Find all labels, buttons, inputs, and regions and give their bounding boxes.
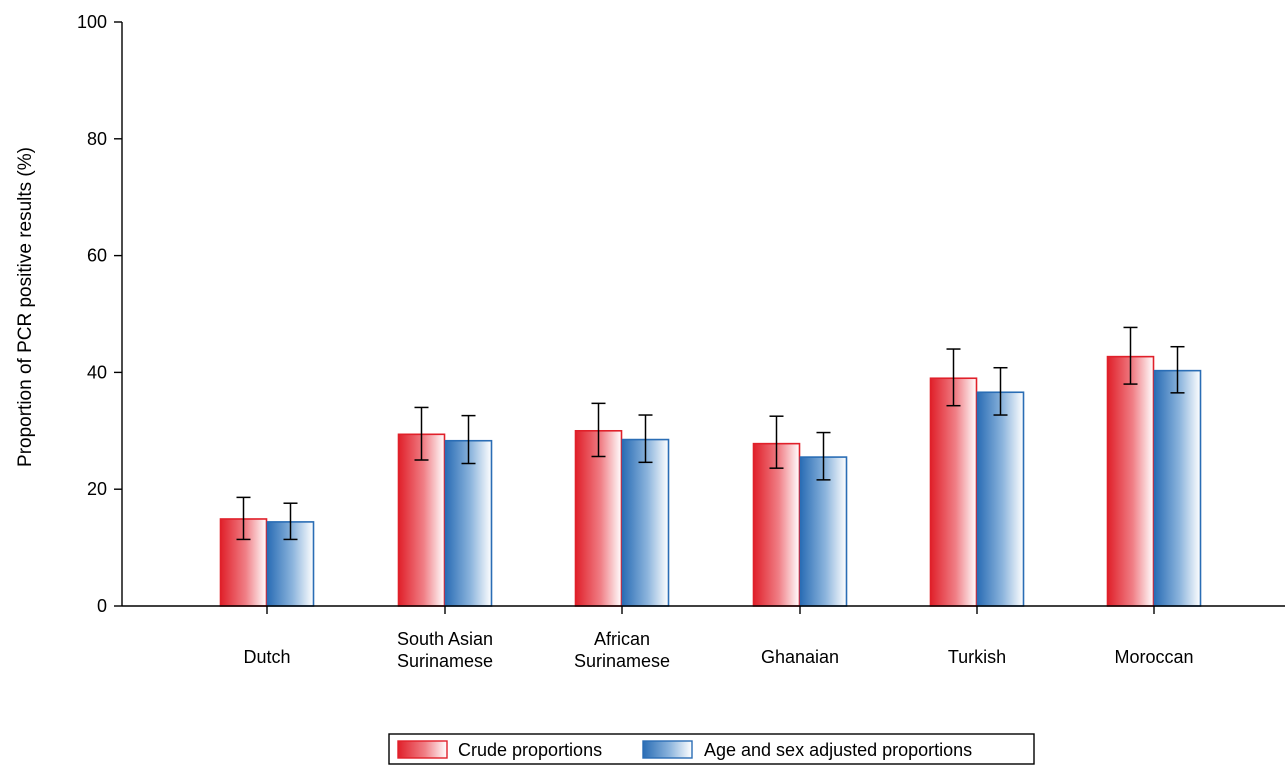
y-tick-label: 20 bbox=[87, 479, 107, 499]
error-bar bbox=[591, 402, 606, 458]
bar-adjusted bbox=[799, 456, 848, 607]
bar-adjusted bbox=[1153, 369, 1202, 607]
legend-label-adjusted: Age and sex adjusted proportions bbox=[704, 740, 972, 760]
error-bar bbox=[461, 414, 476, 465]
error-bar bbox=[1170, 345, 1185, 394]
x-tick-label: Dutch bbox=[243, 647, 290, 667]
bar-crude bbox=[574, 429, 623, 607]
bar-adjusted bbox=[621, 438, 670, 607]
legend-swatch-crude bbox=[397, 740, 448, 759]
y-tick-label: 40 bbox=[87, 362, 107, 382]
error-bar bbox=[769, 415, 784, 469]
legend-label-crude: Crude proportions bbox=[458, 740, 602, 760]
x-tick-label: Moroccan bbox=[1114, 647, 1193, 667]
y-tick-label: 60 bbox=[87, 246, 107, 266]
y-tick-label: 100 bbox=[77, 12, 107, 32]
y-axis-label: Proportion of PCR positive results (%) bbox=[15, 147, 36, 467]
error-bar bbox=[993, 366, 1008, 416]
x-tick-label: South Asian bbox=[397, 629, 493, 649]
y-tick-label: 80 bbox=[87, 129, 107, 149]
x-tick-label: Surinamese bbox=[574, 651, 670, 671]
x-tick-label: Turkish bbox=[948, 647, 1006, 667]
bars-layer bbox=[219, 326, 1202, 607]
error-bar bbox=[236, 496, 251, 541]
x-tick-label: African bbox=[594, 629, 650, 649]
error-bar bbox=[946, 348, 961, 407]
x-tick-label: Surinamese bbox=[397, 651, 493, 671]
x-tick-label: Ghanaian bbox=[761, 647, 839, 667]
error-bar bbox=[1123, 326, 1138, 385]
bar-adjusted bbox=[444, 439, 493, 607]
error-bar bbox=[816, 431, 831, 481]
bar-adjusted bbox=[976, 391, 1025, 607]
legend: Crude proportions Age and sex adjusted pr… bbox=[388, 733, 1035, 765]
y-tick-label: 0 bbox=[97, 596, 107, 616]
bar-crude bbox=[1106, 355, 1155, 607]
bar-crude bbox=[929, 377, 978, 607]
error-bar bbox=[638, 414, 653, 464]
error-bar bbox=[283, 502, 298, 541]
legend-box bbox=[388, 733, 1035, 765]
error-bar bbox=[414, 406, 429, 461]
legend-swatch-adjusted bbox=[642, 740, 693, 759]
